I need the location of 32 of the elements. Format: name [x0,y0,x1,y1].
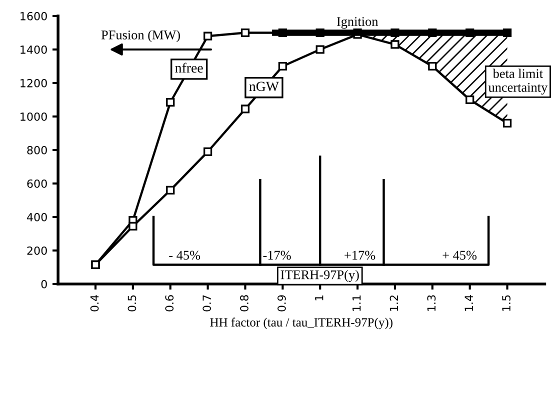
x-axis-title: HH factor (tau / tau_ITERH-97P(y)) [210,318,392,330]
annotation: PFusion (MW) [101,30,180,42]
x-tick-label: 1.3 [427,295,436,311]
x-tick-label: 1.1 [352,295,361,311]
x-tick-label: 1.2 [390,296,398,311]
x-tick-label: 0.9 [277,295,286,312]
annotation: ITERH-97P(y) [280,270,359,282]
x-tick-label: 0.6 [165,295,174,312]
annotation: + 45% [442,250,477,260]
x-tick-label: 0.5 [128,295,136,312]
y-tick-label: 400 [26,212,47,222]
series-label: nfree [175,62,203,73]
annotation: beta limit uncertainty [488,68,548,95]
y-tick-label: 0 [41,280,47,288]
annotation: Ignition [336,17,378,29]
x-tick-label: 1.5 [502,295,510,311]
y-tick-label: 1600 [20,12,47,20]
x-tick-label: 0.8 [240,295,248,312]
annotation: -17% [263,250,291,260]
annotation: +17% [344,250,376,260]
y-tick-label: 1200 [20,78,47,88]
annotation: - 45% [169,250,200,260]
y-tick-label: 200 [27,246,47,255]
x-tick-label: 1.4 [464,295,473,311]
series-label: nGW [249,82,279,92]
y-tick-label: 1000 [20,112,47,121]
y-tick-label: 1400 [20,45,47,54]
y-tick-label: 600 [27,179,47,188]
x-tick-label: 1 [315,295,324,300]
y-tick-label: 800 [27,146,47,154]
x-tick-label: 0.4 [90,295,99,312]
x-tick-label: 0.7 [202,295,212,312]
